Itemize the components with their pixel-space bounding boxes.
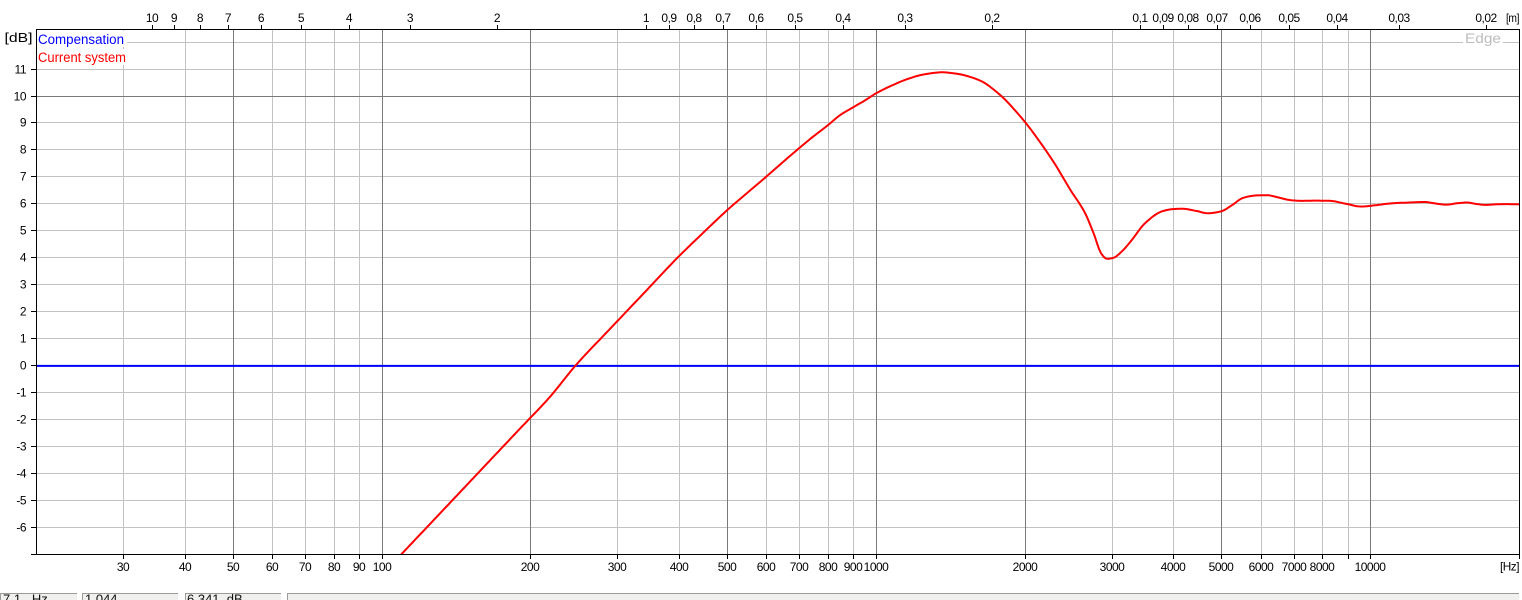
svg-text:-4: -4	[16, 467, 26, 481]
svg-text:90: 90	[353, 560, 366, 574]
svg-text:6: 6	[20, 197, 27, 211]
svg-text:-6: -6	[16, 521, 26, 535]
svg-text:10: 10	[14, 90, 27, 104]
svg-text:3000: 3000	[1100, 560, 1126, 574]
svg-text:Edge: Edge	[1465, 31, 1501, 46]
svg-text:3: 3	[407, 11, 414, 25]
svg-text:3: 3	[20, 278, 27, 292]
svg-text:0,5: 0,5	[787, 11, 803, 25]
svg-text:40: 40	[179, 560, 192, 574]
svg-text:0,8: 0,8	[686, 11, 702, 25]
svg-text:10000: 10000	[1355, 560, 1387, 574]
svg-text:2: 2	[494, 11, 501, 25]
svg-text:0,1: 0,1	[1132, 11, 1148, 25]
svg-text:0: 0	[20, 359, 27, 373]
svg-text:-2: -2	[16, 413, 26, 427]
svg-text:7000: 7000	[1282, 560, 1308, 574]
svg-text:800: 800	[819, 560, 838, 574]
svg-text:0,09: 0,09	[1152, 11, 1174, 25]
svg-text:50: 50	[227, 560, 240, 574]
svg-text:-1: -1	[16, 386, 26, 400]
svg-text:5: 5	[20, 224, 27, 238]
svg-text:600: 600	[757, 560, 776, 574]
svg-text:6: 6	[258, 11, 265, 25]
svg-text:5: 5	[298, 11, 305, 25]
svg-text:7: 7	[20, 170, 27, 184]
svg-text:1: 1	[20, 332, 27, 346]
svg-text:-3: -3	[16, 440, 26, 454]
svg-text:2: 2	[20, 305, 27, 319]
svg-text:0,7: 0,7	[715, 11, 731, 25]
svg-text:-5: -5	[16, 494, 26, 508]
svg-text:6.341 dB: 6.341 dB	[187, 592, 243, 600]
svg-text:30: 30	[117, 560, 130, 574]
svg-text:0,9: 0,9	[661, 11, 677, 25]
svg-text:80: 80	[328, 560, 341, 574]
svg-text:2000: 2000	[1013, 560, 1039, 574]
svg-text:11: 11	[15, 63, 27, 77]
svg-text:1.044: 1.044	[85, 592, 118, 600]
svg-text:0,2: 0,2	[984, 11, 1000, 25]
svg-text:7.1 Hz: 7.1 Hz	[3, 592, 48, 600]
svg-text:0,03: 0,03	[1388, 11, 1410, 25]
svg-text:4000: 4000	[1161, 560, 1187, 574]
svg-text:0,08: 0,08	[1177, 11, 1199, 25]
svg-text:1: 1	[643, 11, 650, 25]
svg-text:9: 9	[171, 11, 178, 25]
svg-text:8000: 8000	[1310, 560, 1336, 574]
svg-text:60: 60	[266, 560, 279, 574]
svg-text:10: 10	[146, 11, 159, 25]
svg-text:Current system: Current system	[38, 50, 126, 65]
svg-text:700: 700	[790, 560, 809, 574]
svg-text:0,02: 0,02	[1475, 11, 1497, 25]
svg-text:100: 100	[373, 560, 392, 574]
svg-text:0,05: 0,05	[1278, 11, 1300, 25]
svg-text:0,3: 0,3	[897, 11, 913, 25]
svg-text:Compensation: Compensation	[38, 32, 124, 47]
svg-text:0,4: 0,4	[835, 11, 851, 25]
svg-text:0,07: 0,07	[1206, 11, 1228, 25]
svg-text:0,06: 0,06	[1239, 11, 1261, 25]
svg-text:70: 70	[299, 560, 312, 574]
svg-text:5000: 5000	[1209, 560, 1235, 574]
svg-text:0,6: 0,6	[748, 11, 764, 25]
svg-text:[m]: [m]	[1506, 11, 1519, 25]
svg-text:500: 500	[718, 560, 737, 574]
svg-text:4: 4	[346, 11, 353, 25]
svg-text:[Hz]: [Hz]	[1500, 560, 1519, 574]
svg-text:0,04: 0,04	[1326, 11, 1348, 25]
svg-text:[dB]: [dB]	[5, 30, 33, 45]
svg-text:1000: 1000	[864, 560, 890, 574]
svg-text:4: 4	[20, 251, 27, 265]
svg-text:7: 7	[225, 11, 232, 25]
svg-text:8: 8	[197, 11, 204, 25]
svg-text:400: 400	[670, 560, 689, 574]
svg-text:200: 200	[521, 560, 540, 574]
svg-text:6000: 6000	[1249, 560, 1275, 574]
svg-text:9: 9	[20, 116, 27, 130]
svg-text:900: 900	[844, 560, 863, 574]
svg-text:300: 300	[608, 560, 627, 574]
svg-text:8: 8	[20, 143, 27, 157]
